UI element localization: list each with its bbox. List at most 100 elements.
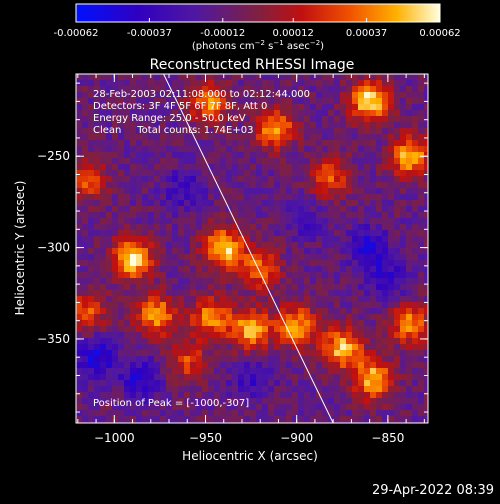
heatmap-cell (322, 362, 328, 368)
heatmap-cell (142, 290, 148, 296)
heatmap-cell (256, 404, 262, 410)
heatmap-cell (388, 230, 394, 236)
heatmap-cell (214, 128, 220, 134)
heatmap-cell (184, 386, 190, 392)
heatmap-cell (322, 338, 328, 344)
heatmap-cell (76, 302, 82, 308)
heatmap-cell (370, 302, 376, 308)
heatmap-cell (394, 266, 400, 272)
heatmap-cell (82, 266, 88, 272)
heatmap-cell (304, 128, 310, 134)
heatmap-cell (214, 290, 220, 296)
heatmap-cell (202, 140, 208, 146)
heatmap-cell (100, 98, 106, 104)
heatmap-cell (226, 260, 232, 266)
heatmap-cell (136, 320, 142, 326)
heatmap-cell (316, 356, 322, 362)
heatmap-cell (328, 242, 334, 248)
heatmap-cell (304, 212, 310, 218)
heatmap-cell (136, 194, 142, 200)
heatmap-cell (214, 104, 220, 110)
heatmap-cell (238, 92, 244, 98)
heatmap-cell (202, 188, 208, 194)
heatmap-cell (268, 278, 274, 284)
heatmap-cell (316, 314, 322, 320)
heatmap-cell (232, 116, 238, 122)
heatmap-cell (190, 86, 196, 92)
heatmap-cell (82, 392, 88, 398)
heatmap-cell (310, 320, 316, 326)
heatmap-cell (130, 212, 136, 218)
heatmap-cell (250, 116, 256, 122)
heatmap-cell (352, 290, 358, 296)
heatmap-cell (286, 266, 292, 272)
heatmap-cell (130, 386, 136, 392)
heatmap-cell (358, 122, 364, 128)
heatmap-cell (178, 98, 184, 104)
heatmap-cell (88, 236, 94, 242)
heatmap-cell (352, 398, 358, 404)
heatmap-cell (190, 368, 196, 374)
heatmap-cell (142, 302, 148, 308)
heatmap-cell (106, 152, 112, 158)
heatmap-cell (232, 188, 238, 194)
heatmap-cell (100, 266, 106, 272)
heatmap-cell (118, 242, 124, 248)
heatmap-cell (88, 416, 94, 422)
heatmap-cell (154, 122, 160, 128)
heatmap-cell (322, 140, 328, 146)
heatmap-cell (88, 386, 94, 392)
heatmap-cell (220, 116, 226, 122)
heatmap-cell (346, 212, 352, 218)
heatmap-cell (400, 416, 406, 422)
heatmap-cell (370, 404, 376, 410)
heatmap-cell (370, 248, 376, 254)
heatmap-cell (274, 380, 280, 386)
heatmap-cell (118, 230, 124, 236)
heatmap-cell (334, 128, 340, 134)
heatmap-cell (274, 206, 280, 212)
heatmap-cell (106, 86, 112, 92)
heatmap-cell (88, 74, 94, 80)
heatmap-cell (268, 362, 274, 368)
heatmap-cell (316, 236, 322, 242)
heatmap-cell (118, 386, 124, 392)
heatmap-cell (124, 92, 130, 98)
heatmap-cell (352, 392, 358, 398)
heatmap-cell (382, 206, 388, 212)
heatmap-cell (406, 224, 412, 230)
heatmap-cell (112, 104, 118, 110)
heatmap-cell (220, 230, 226, 236)
heatmap-cell (100, 242, 106, 248)
heatmap-cell (190, 338, 196, 344)
heatmap-cell (394, 248, 400, 254)
heatmap-cell (178, 140, 184, 146)
heatmap-cell (262, 80, 268, 86)
heatmap-cell (100, 182, 106, 188)
heatmap-cell (316, 188, 322, 194)
heatmap-cell (124, 278, 130, 284)
heatmap-cell (340, 356, 346, 362)
heatmap-cell (268, 212, 274, 218)
heatmap-cell (226, 278, 232, 284)
heatmap-cell (166, 344, 172, 350)
heatmap-cell (118, 290, 124, 296)
heatmap-cell (316, 242, 322, 248)
heatmap-cell (124, 182, 130, 188)
heatmap-cell (280, 224, 286, 230)
heatmap-cell (298, 104, 304, 110)
heatmap-cell (364, 350, 370, 356)
heatmap-cell (214, 206, 220, 212)
heatmap-cell (250, 146, 256, 152)
heatmap-cell (370, 80, 376, 86)
heatmap-cell (136, 308, 142, 314)
heatmap-cell (244, 110, 250, 116)
heatmap-cell (112, 392, 118, 398)
heatmap-cell (76, 128, 82, 134)
heatmap-cell (94, 80, 100, 86)
heatmap-cell (232, 362, 238, 368)
heatmap-cell (250, 104, 256, 110)
heatmap-cell (388, 200, 394, 206)
heatmap-cell (382, 350, 388, 356)
heatmap-cell (412, 368, 418, 374)
